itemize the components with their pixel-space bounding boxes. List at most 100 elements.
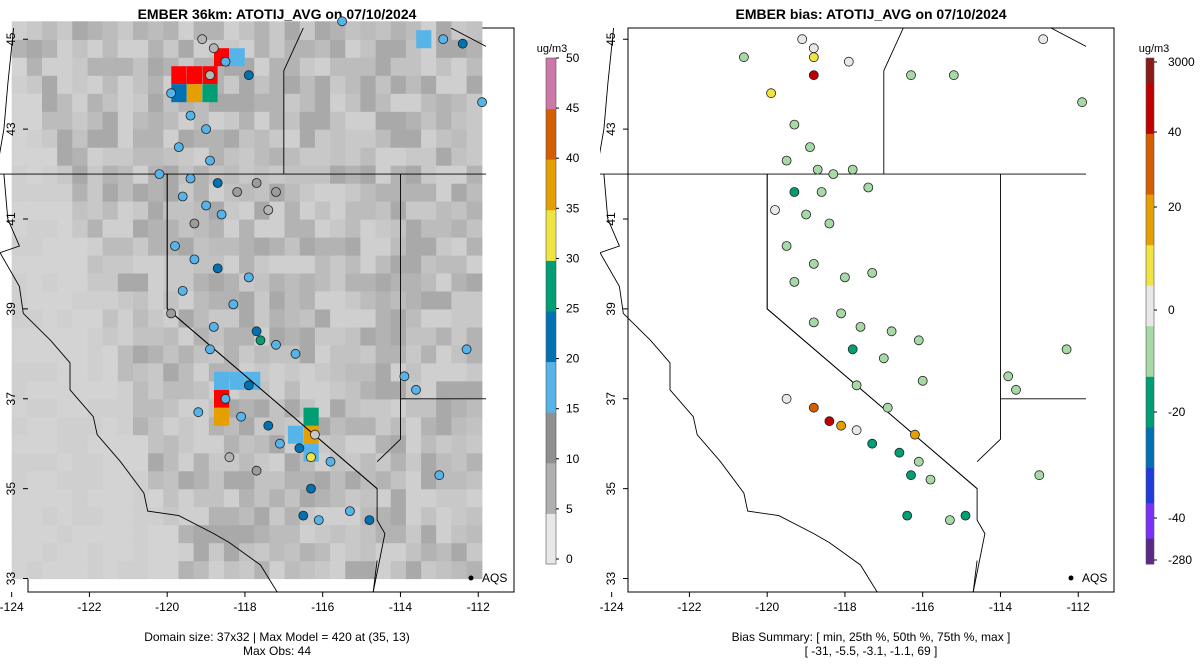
grid-cell xyxy=(87,560,104,580)
legend-segment xyxy=(546,371,556,383)
grid-cell xyxy=(421,219,437,238)
grid-cell xyxy=(57,308,73,328)
grid-cell xyxy=(193,452,210,472)
grid-cell xyxy=(330,434,346,454)
grid-cell xyxy=(451,129,468,148)
grid-cell xyxy=(57,183,73,202)
bias-point xyxy=(770,205,780,215)
grid-cell xyxy=(163,416,180,436)
grid-cell xyxy=(269,488,286,508)
grid-cell xyxy=(163,39,180,58)
grid-cell xyxy=(314,183,331,202)
grid-cell xyxy=(72,201,89,220)
grid-cell xyxy=(163,254,180,274)
grid-cell xyxy=(421,488,437,508)
grid-cell xyxy=(42,290,58,310)
grid-cell xyxy=(208,506,225,526)
legend-segment xyxy=(546,351,556,363)
observation-point xyxy=(166,308,177,319)
grid-cell xyxy=(330,129,346,148)
grid-cell xyxy=(72,560,89,580)
grid-cell xyxy=(284,75,301,94)
legend-segment xyxy=(546,503,556,514)
grid-cell xyxy=(193,39,210,58)
grid-cell xyxy=(421,147,437,166)
grid-cell xyxy=(466,93,483,112)
grid-cell xyxy=(72,111,89,130)
grid-cell xyxy=(11,452,28,472)
grid-cell xyxy=(223,506,240,526)
grid-cell xyxy=(254,21,271,40)
grid-cell xyxy=(133,380,149,400)
grid-cell xyxy=(421,201,437,220)
hot-cell xyxy=(186,84,202,103)
grid-cell xyxy=(57,488,73,508)
bias-point xyxy=(913,335,924,346)
legend-segment xyxy=(546,483,556,494)
grid-cell xyxy=(148,488,164,508)
grid-cell xyxy=(11,272,28,292)
grid-cell xyxy=(360,57,377,76)
grid-cell xyxy=(375,290,392,310)
legend-segment xyxy=(546,412,556,423)
grid-cell xyxy=(42,21,58,40)
grid-cell xyxy=(148,272,164,292)
grid-cell xyxy=(269,201,286,220)
observation-point xyxy=(263,420,274,431)
legend-segment xyxy=(1146,83,1154,135)
legend-tick-label: -20 xyxy=(1168,405,1186,419)
grid-cell xyxy=(178,362,195,382)
grid-cell xyxy=(254,129,271,148)
grid-cell xyxy=(345,362,362,382)
grid-cell xyxy=(87,111,104,130)
grid-cell xyxy=(26,416,43,436)
grid-cell xyxy=(314,21,331,40)
grid-cell xyxy=(421,560,437,580)
grid-cell xyxy=(314,452,331,472)
grid-cell xyxy=(345,93,362,112)
grid-cell xyxy=(405,326,422,346)
grid-cell xyxy=(360,75,377,94)
grid-cell xyxy=(284,326,301,346)
grid-cell xyxy=(421,183,437,202)
grid-cell xyxy=(178,21,195,40)
grid-cell xyxy=(345,416,362,436)
grid-cell xyxy=(133,237,149,256)
grid-cell xyxy=(451,524,468,544)
grid-cell xyxy=(451,506,468,526)
grid-cell xyxy=(57,93,73,112)
grid-cell xyxy=(269,254,286,274)
grid-cell xyxy=(133,434,149,454)
grid-cell xyxy=(178,452,195,472)
grid-cell xyxy=(117,362,134,382)
grid-cell xyxy=(436,380,452,400)
grid-cell xyxy=(299,111,316,130)
grid-cell xyxy=(421,326,437,346)
grid-cell xyxy=(133,93,149,112)
bias-point xyxy=(808,317,819,328)
grid-cell xyxy=(254,75,271,94)
grid-cell xyxy=(451,416,468,436)
grid-cell xyxy=(57,326,73,346)
grid-cell xyxy=(345,470,362,490)
grid-cell xyxy=(269,237,286,256)
legend-segment xyxy=(1146,326,1154,378)
legend-unit: ug/m3 xyxy=(1139,43,1170,55)
grid-cell xyxy=(299,75,316,94)
grid-cell xyxy=(345,272,362,292)
bias-point xyxy=(781,393,792,404)
grid-cell xyxy=(163,506,180,526)
observation-point xyxy=(208,43,219,54)
grid-cell xyxy=(451,183,468,202)
grid-cell xyxy=(269,470,286,490)
grid-cell xyxy=(269,147,286,166)
grid-cell xyxy=(178,560,195,580)
grid-cell xyxy=(254,254,271,274)
grid-cell xyxy=(405,75,422,94)
observation-point xyxy=(271,339,281,350)
grid-cell xyxy=(133,254,149,274)
grid-cell xyxy=(117,290,134,310)
grid-cell xyxy=(284,272,301,292)
grid-cell xyxy=(451,488,468,508)
legend-segment xyxy=(546,361,556,373)
